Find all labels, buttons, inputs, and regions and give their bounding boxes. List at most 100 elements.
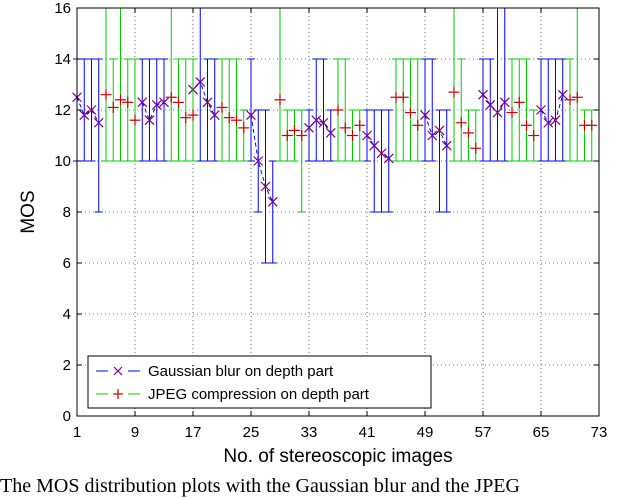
x-tick-label: 25	[243, 424, 260, 441]
data-point	[93, 117, 104, 128]
x-marker	[376, 148, 387, 159]
legend-label: Gaussian blur on depth part	[148, 363, 334, 380]
series-layer	[72, 7, 598, 264]
data-point	[281, 130, 293, 141]
data-point	[209, 110, 220, 121]
data-point	[513, 96, 525, 108]
data-point	[107, 101, 119, 113]
data-point	[267, 196, 278, 207]
x-marker	[536, 105, 546, 115]
legend-item-1: Gaussian blur on depth part	[96, 363, 334, 380]
data-point	[296, 130, 308, 141]
x-tick-label: 9	[131, 424, 139, 441]
x-marker	[485, 99, 496, 110]
x-marker	[253, 156, 264, 166]
data-point	[339, 122, 351, 134]
x-marker	[202, 97, 213, 108]
data-point	[115, 94, 126, 106]
series-line	[308, 119, 332, 134]
data-point	[427, 130, 438, 141]
x-marker	[79, 110, 90, 121]
data-point	[405, 107, 416, 119]
y-tick-label: 14	[54, 51, 71, 68]
data-point	[325, 128, 336, 138]
x-marker	[550, 115, 561, 126]
data-point	[383, 153, 394, 164]
data-point	[202, 97, 213, 108]
data-point	[311, 115, 322, 126]
x-marker	[151, 99, 162, 110]
y-tick-label: 12	[54, 102, 71, 119]
legend-item-2: JPEG compression on depth part	[96, 386, 370, 403]
series-line	[250, 115, 274, 203]
x-marker	[318, 117, 329, 128]
series-line	[141, 101, 165, 122]
x-marker	[159, 97, 169, 108]
data-point	[223, 112, 235, 124]
x-tick-label: 57	[475, 424, 492, 441]
y-tick-label: 6	[63, 255, 71, 272]
legend-label: JPEG compression on depth part	[148, 386, 370, 403]
data-point	[79, 110, 90, 121]
data-point	[129, 114, 141, 126]
data-point	[470, 142, 482, 154]
x-axis-title: No. of stereoscopic images	[223, 446, 452, 467]
x-marker	[246, 110, 256, 121]
data-point	[564, 94, 576, 106]
data-point	[557, 89, 568, 100]
y-tick-label: 2	[63, 357, 71, 374]
x-tick-label: 41	[359, 424, 376, 441]
data-point	[274, 94, 286, 106]
x-marker	[144, 115, 155, 126]
data-point	[420, 110, 430, 121]
x-tick-label: 65	[533, 424, 550, 441]
data-point	[376, 148, 387, 159]
data-point	[550, 115, 561, 126]
y-tick-label: 10	[54, 153, 71, 170]
data-point	[253, 156, 264, 166]
x-marker	[311, 115, 322, 126]
x-tick-label: 73	[591, 424, 608, 441]
data-point	[332, 104, 344, 116]
data-point	[246, 110, 256, 121]
x-marker	[137, 97, 148, 108]
x-marker	[543, 117, 554, 128]
mos-distribution-chart: 0 2 4 6 8 10 12 14 16 1 9 17 25 33 41 49 57 65 73 No. of s…	[18, 0, 608, 467]
x-marker	[195, 77, 206, 87]
data-point	[86, 105, 97, 115]
data-point	[536, 105, 546, 115]
series-line	[540, 94, 564, 124]
x-marker	[209, 110, 220, 121]
figure-caption: The MOS distribution plots with the Gaus…	[0, 475, 520, 497]
data-point	[434, 125, 445, 136]
data-point	[506, 107, 518, 119]
series-line	[76, 97, 100, 123]
x-tick-label: 17	[185, 424, 202, 441]
x-tick-label: 49	[417, 424, 434, 441]
data-point	[216, 101, 228, 113]
data-point	[100, 89, 112, 101]
data-point	[499, 97, 510, 108]
x-marker	[434, 125, 445, 136]
data-point	[463, 127, 474, 139]
series-1	[72, 7, 568, 264]
data-point	[231, 114, 242, 126]
data-point	[362, 130, 372, 141]
data-point	[492, 107, 503, 118]
x-marker	[420, 110, 430, 121]
data-point	[137, 97, 148, 108]
x-tick-label: 1	[73, 424, 81, 441]
series-line	[424, 114, 448, 146]
data-point	[318, 117, 329, 128]
data-point	[289, 124, 300, 136]
x-marker	[557, 89, 568, 100]
x-marker	[93, 117, 104, 128]
y-tick-label: 16	[54, 0, 71, 17]
legend-x-marker	[113, 366, 123, 376]
series-line	[192, 81, 216, 116]
data-point	[180, 112, 192, 124]
data-point	[455, 117, 467, 129]
data-point	[165, 91, 177, 103]
data-point	[238, 122, 250, 134]
x-marker	[478, 89, 488, 100]
